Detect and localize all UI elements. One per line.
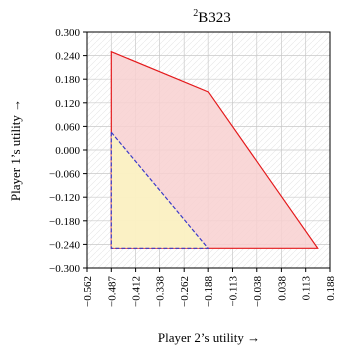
chart-title: 2B323 <box>193 8 231 26</box>
x-axis-label: Player 2’s utility → <box>158 330 260 345</box>
x-tick-label-8: 0.038 <box>276 276 288 301</box>
y-axis-label: Player 1’s utility → <box>8 99 23 201</box>
x-tick-label-7: −0.038 <box>252 276 264 307</box>
x-tick-label-0: −0.562 <box>82 276 94 307</box>
x-axis-ticks: −0.562 −0.487 −0.412 −0.338 −0.262 −0.188 −0.1… <box>82 268 337 307</box>
x-tick-label-2: −0.412 <box>131 276 143 307</box>
x-tick-label-1: −0.487 <box>106 276 118 307</box>
y-tick-label-5: 0.000 <box>55 145 80 157</box>
x-tick-label-9: 0.113 <box>301 276 313 301</box>
x-tick-label-10: 0.188 <box>325 276 337 301</box>
y-tick-label-9: −0.240 <box>49 239 80 251</box>
x-tick-label-4: −0.262 <box>179 276 191 307</box>
y-tick-label-0: 0.300 <box>55 27 80 39</box>
y-tick-label-8: −0.180 <box>49 216 80 228</box>
title-superscript: 2 <box>193 8 198 19</box>
data-areas <box>110 50 319 249</box>
y-tick-label-3: 0.120 <box>55 98 80 110</box>
y-tick-label-2: 0.180 <box>55 74 80 86</box>
y-axis-ticks: 0.300 0.240 0.180 0.120 0.060 0.000 −0.060 −0.1… <box>49 27 87 275</box>
title-main: B323 <box>198 10 231 26</box>
y-tick-label-4: 0.060 <box>55 121 80 133</box>
y-tick-label-10: −0.300 <box>49 263 80 275</box>
y-tick-label-1: 0.240 <box>55 51 80 63</box>
area-outline-1 <box>110 130 210 249</box>
x-tick-label-3: −0.338 <box>155 276 167 307</box>
y-tick-label-6: −0.060 <box>49 169 80 181</box>
y-tick-label-7: −0.120 <box>49 192 80 204</box>
x-tick-label-5: −0.188 <box>203 276 215 307</box>
x-tick-label-6: −0.113 <box>227 276 239 307</box>
